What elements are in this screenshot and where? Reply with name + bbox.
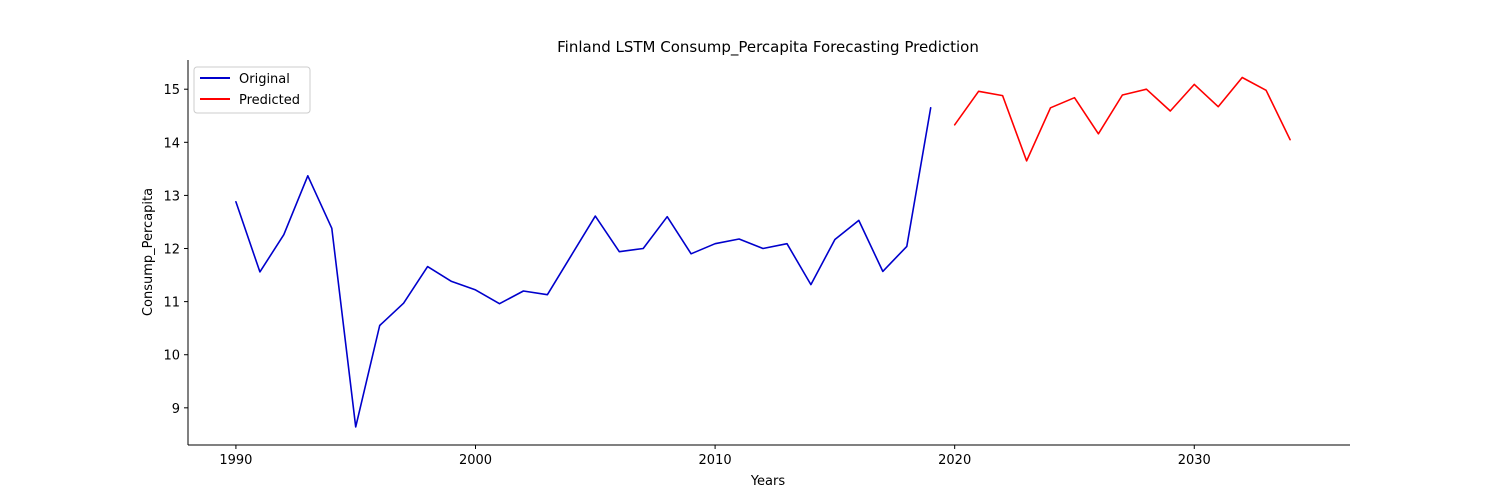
y-tick-label: 14 bbox=[163, 136, 180, 151]
y-ticks: 9 10 11 12 13 14 15 bbox=[163, 83, 188, 417]
y-tick-label: 13 bbox=[163, 189, 180, 204]
x-tick-label: 2020 bbox=[938, 453, 971, 468]
series-line-original bbox=[235, 107, 932, 428]
y-tick-label: 10 bbox=[163, 349, 180, 364]
y-tick-label: 15 bbox=[163, 83, 180, 98]
chart-title: Finland LSTM Consump_Percapita Forecasti… bbox=[557, 38, 979, 57]
x-ticks: 1990 2000 2010 2020 2030 bbox=[219, 445, 1211, 468]
y-tick-label: 12 bbox=[163, 243, 180, 258]
series-layer bbox=[235, 76, 1291, 428]
legend: Original Predicted bbox=[193, 66, 311, 114]
y-tick-label: 11 bbox=[163, 296, 180, 311]
x-tick-label: 2000 bbox=[459, 453, 492, 468]
x-axis-label: Years bbox=[750, 474, 786, 489]
y-tick-label: 9 bbox=[172, 402, 180, 417]
x-tick-label: 2030 bbox=[1178, 453, 1211, 468]
legend-label-predicted: Predicted bbox=[239, 93, 300, 108]
legend-label-original: Original bbox=[239, 72, 290, 87]
series-line-predicted bbox=[953, 76, 1291, 162]
y-axis-label: Consump_Percapita bbox=[141, 188, 156, 316]
x-tick-label: 2010 bbox=[699, 453, 732, 468]
x-tick-label: 1990 bbox=[219, 453, 252, 468]
